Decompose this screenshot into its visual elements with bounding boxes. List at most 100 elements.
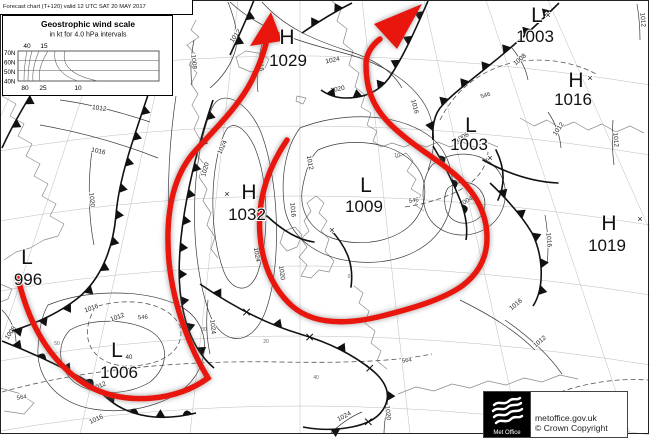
cold-front-triangle [179,269,188,280]
wind-scale-bottom-label: 25 [39,85,47,92]
isobar [190,39,195,86]
pressure-letter-L: L [21,246,33,269]
warm-front-semicircle [182,410,193,416]
pressure-center-cross: × [224,189,229,199]
isobar-label: 1012 [552,121,566,137]
wind-scale-title: Geostrophic wind scale [41,19,135,29]
wind-scale-curve [54,50,79,82]
geostrophic-wind-scale: Geostrophic wind scale in kt for 4.0 hPa … [2,15,173,96]
isobar-label: 1020 [200,161,211,177]
latitude-line [0,265,650,296]
pressure-letter-H: H [241,181,256,204]
warm-front-semicircle [37,353,47,361]
wind-scale-frame [17,50,160,82]
pressure-center-cross: × [637,214,642,224]
graticule-label: 50 [54,341,60,347]
wind-scale-top-label: 15 [40,43,48,50]
isobar [209,1,237,89]
coastline [353,285,388,370]
thickness-label: 546 [138,315,149,322]
latitude-line [0,335,650,366]
cold-front-triangle [390,59,401,69]
front-cold [229,0,255,56]
cold-front-triangle [516,209,526,219]
isobar [1,309,17,343]
wind-scale-lat-label: 50N [4,69,15,76]
graticule-label: 30 [201,327,207,333]
cold-front-triangle [206,110,216,121]
cold-front-triangle [245,10,256,21]
pressure-value: 1016 [554,90,592,109]
cold-front-triangle [212,288,222,298]
cold-front-triangle [180,296,190,307]
front-cold [178,99,215,369]
cold-front-triangle [62,303,72,313]
isobar [544,214,549,265]
cold-front-triangle [38,317,48,327]
warm-front-semicircle [438,155,446,165]
frontolysis-cross [364,418,372,426]
isobar-label: 1016 [88,413,104,426]
map-frame [0,0,649,434]
thickness-label: 546 [480,91,492,100]
coastline [279,226,303,252]
cold-front-triangle [196,347,207,356]
cold-front-triangle [84,285,94,295]
jet-stream-arrowhead [250,12,282,46]
coastline [380,141,499,148]
cold-front-triangle [12,339,22,350]
front-layer [1,0,560,438]
isobar-label: 1024 [252,247,261,263]
pressure-value: 1032 [228,205,266,224]
isobar-label: 1012 [305,155,314,171]
isobar [459,299,536,351]
wind-scale-curve [63,50,99,82]
isobar [206,299,211,355]
cold-front-triangle [11,118,22,128]
isobar-label: 1012 [611,132,619,147]
warm-front-semicircle [461,204,468,214]
cold-front-triangle [522,26,532,37]
map-cross-mark: × [329,225,334,235]
coastline [235,50,270,73]
warm-front-semicircle [129,408,139,415]
pressure-center-cross: × [487,153,492,163]
thickness-line [1,353,433,393]
isobar-label: 1016 [83,303,99,315]
isobar-label: 1016 [288,202,296,217]
thickness-lines-layer: 546 546 564 564 546 [1,59,649,403]
latitude-line [0,195,650,226]
isobar [39,124,159,159]
frontolysis-cross [306,333,314,341]
cold-front-triangle [541,8,552,18]
coastline-layer [0,0,645,415]
pressure-letter-H: H [601,212,616,235]
wind-scale-lat-label: 70N [4,50,15,57]
isobar-label: 1020 [383,405,391,420]
chart-title: Forecast chart (T+120) valid 12 UTC SAT … [3,4,146,10]
isobar [88,149,95,246]
isobar-label: 1012 [92,104,108,113]
jet-stream-layer [15,4,490,402]
isobar [301,142,426,244]
cold-front-triangle [460,78,470,88]
coastline [331,0,382,148]
branding-url[interactable]: metoffice.gov.uk [535,412,597,423]
met-office-branding: Met Office metoffice.gov.uk © Crown Copy… [483,391,628,438]
thickness-line [559,379,649,393]
isobar-label: 1024 [216,139,229,155]
cold-front-triangle [100,262,110,272]
cold-front-triangle [13,327,23,337]
isobar [261,1,403,89]
isobar [504,319,563,375]
cold-front-triangle [115,209,124,220]
thickness-label: 564 [401,357,412,364]
front-cold [489,182,543,307]
thickness-label: 546 [408,197,419,204]
cold-front-triangle [352,89,363,98]
branding-copyright: © Crown Copyright [535,423,608,434]
isobar-label: 1008 [512,52,528,67]
cold-front-triangle [155,409,166,418]
cold-front-triangle [439,96,449,106]
isobar-label: 1016 [91,147,107,157]
